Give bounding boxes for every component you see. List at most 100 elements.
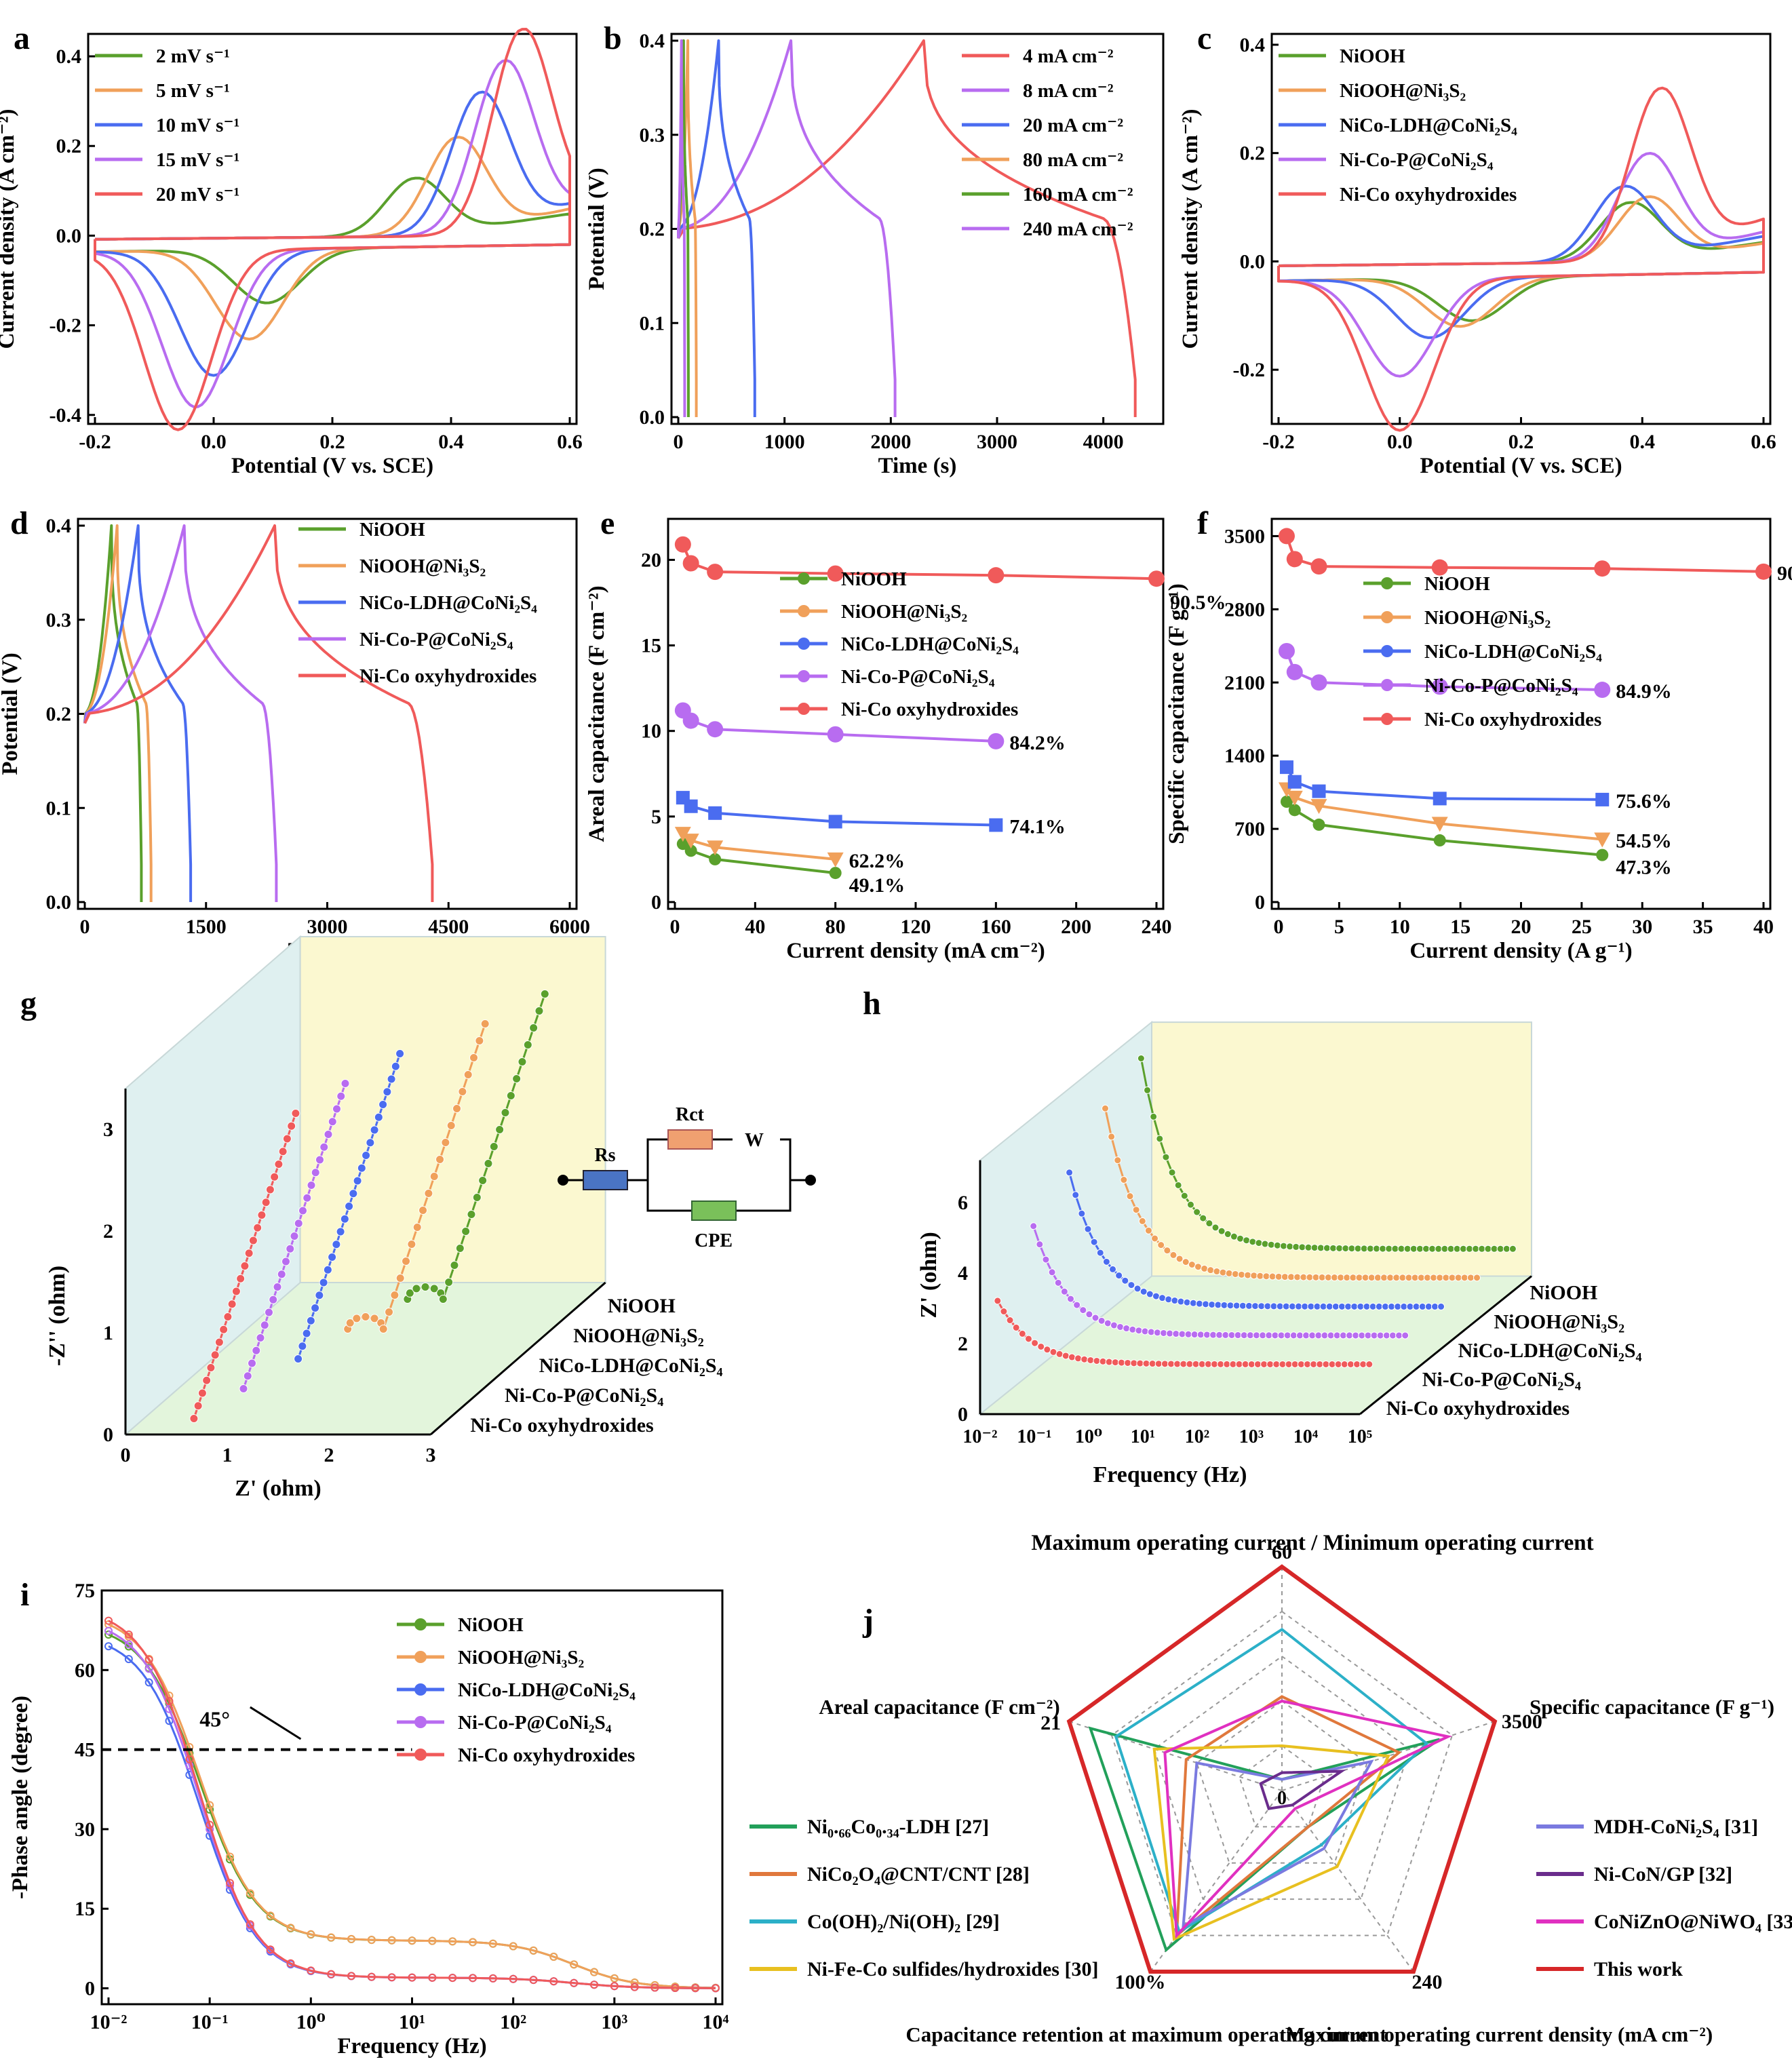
gcd-curve bbox=[83, 524, 278, 902]
data-point bbox=[707, 564, 724, 581]
phase-curve bbox=[108, 1623, 716, 1989]
legend-entry: NiOOH bbox=[841, 568, 907, 590]
x-tick-label: 10² bbox=[1185, 1426, 1209, 1447]
bode-point bbox=[1133, 1285, 1142, 1293]
legend-entry: 160 mA cm⁻² bbox=[1023, 184, 1133, 206]
phase-point bbox=[590, 1968, 598, 1976]
legend-entry: NiOOH@Ni₃S₂ bbox=[1340, 80, 1466, 102]
bode-point bbox=[1406, 1302, 1414, 1310]
gcd-curve bbox=[677, 39, 686, 417]
bode-point bbox=[1132, 1206, 1140, 1214]
nyquist-point bbox=[370, 1314, 379, 1323]
x-tick-label: 6000 bbox=[549, 916, 590, 938]
data-point bbox=[674, 827, 691, 842]
x-tick-label: 10⁻² bbox=[962, 1426, 997, 1447]
nyquist-point bbox=[345, 1202, 354, 1211]
circuit-node bbox=[805, 1175, 816, 1186]
phase-point bbox=[144, 1664, 153, 1673]
y-axis-label: -Z'' (ohm) bbox=[45, 1266, 70, 1366]
bode-point bbox=[1258, 1302, 1266, 1310]
bode-point bbox=[1235, 1360, 1243, 1368]
gcd-curve bbox=[677, 39, 897, 417]
bode-point bbox=[1350, 1302, 1359, 1310]
bode-point bbox=[1080, 1355, 1089, 1363]
bode-point bbox=[1363, 1302, 1371, 1310]
nyquist-point bbox=[231, 1287, 241, 1296]
bode-point bbox=[1264, 1302, 1272, 1310]
bode-point bbox=[1186, 1200, 1194, 1209]
legend-entry: NiCo-LDH@CoNi₂S₄ bbox=[1340, 115, 1517, 136]
x-tick-label: 0.0 bbox=[1387, 431, 1413, 453]
nyquist-point bbox=[395, 1274, 405, 1283]
bode-point bbox=[1286, 1243, 1294, 1251]
nyquist-point bbox=[248, 1236, 258, 1245]
y-tick-label: 0.0 bbox=[46, 891, 72, 914]
y-tick-label: 20 bbox=[641, 549, 661, 571]
x-tick-label: 2000 bbox=[870, 431, 911, 453]
bode-point bbox=[1329, 1244, 1338, 1252]
legend-entry: 8 mA cm⁻² bbox=[1023, 80, 1114, 102]
bode-point bbox=[1117, 1359, 1125, 1367]
bode-point bbox=[1394, 1302, 1402, 1310]
radar-axis-title: Capacitance retention at maximum operati… bbox=[905, 2023, 1387, 2046]
circuit-label-w: W bbox=[745, 1130, 764, 1151]
phase-point bbox=[387, 1973, 396, 1982]
nyquist-point bbox=[383, 1087, 392, 1097]
x-tick-label: 10⁻² bbox=[90, 2011, 128, 2033]
bode-point bbox=[1241, 1360, 1249, 1368]
depth-label: NiOOH bbox=[608, 1295, 676, 1317]
bode-point bbox=[1472, 1245, 1480, 1253]
bode-point bbox=[1239, 1302, 1247, 1310]
nyquist-point bbox=[478, 1176, 488, 1185]
bode-point bbox=[1073, 1301, 1081, 1309]
bode-point bbox=[1265, 1331, 1273, 1340]
panel-letter: c bbox=[1197, 20, 1211, 56]
x-tick-label: 10 bbox=[1390, 916, 1410, 938]
legend-entry: 10 mV s⁻¹ bbox=[156, 115, 239, 136]
bode-point bbox=[1177, 1297, 1185, 1306]
y-tick-label: 0.4 bbox=[640, 30, 665, 52]
bode-point bbox=[1127, 1281, 1135, 1289]
nyquist-point bbox=[395, 1049, 405, 1058]
bode-point bbox=[1293, 1273, 1302, 1281]
phase-point bbox=[124, 1630, 133, 1639]
nyquist-point bbox=[260, 1321, 269, 1330]
legend-entry: 15 mV s⁻¹ bbox=[156, 149, 239, 171]
data-point bbox=[988, 733, 1005, 749]
x-axis-label: Potential (V vs. SCE) bbox=[1420, 454, 1622, 478]
bode-point bbox=[1340, 1360, 1348, 1368]
bode-point bbox=[1121, 1276, 1129, 1285]
legend-entry: Ni₀.₆₆Co₀.₃₄-LDH [27] bbox=[807, 1816, 989, 1838]
bode-point bbox=[1297, 1360, 1305, 1368]
x-tick-label: 200 bbox=[1061, 916, 1091, 938]
radar-axis-title: Specific capacitance (F g⁻¹) bbox=[1530, 1695, 1774, 1719]
bode-point bbox=[1367, 1274, 1376, 1282]
nyquist-point bbox=[412, 1223, 422, 1232]
bode-point bbox=[1300, 1273, 1308, 1281]
x-axis-label: Frequency (Hz) bbox=[337, 2034, 486, 2058]
y-axis-label: Areal capacitance (F cm⁻²) bbox=[585, 585, 609, 842]
bode-point bbox=[1211, 1224, 1220, 1232]
bode-point bbox=[1180, 1360, 1188, 1368]
y-axis-label: Potential (V) bbox=[585, 168, 609, 290]
data-point bbox=[1431, 817, 1448, 832]
x-tick-label: 10⁴ bbox=[703, 2011, 729, 2033]
bode-point bbox=[1372, 1245, 1380, 1253]
bode-point bbox=[1037, 1342, 1045, 1350]
y-tick-label: -0.2 bbox=[1233, 359, 1266, 381]
bode-point bbox=[1323, 1244, 1331, 1252]
bode-point bbox=[1153, 1329, 1161, 1337]
x-tick-label: -0.2 bbox=[79, 431, 111, 453]
y-tick-label: -0.4 bbox=[50, 404, 82, 427]
bode-point bbox=[1318, 1273, 1326, 1281]
nyquist-point bbox=[256, 1333, 265, 1342]
depth-label: NiCo-LDH@CoNi₂S₄ bbox=[539, 1354, 723, 1377]
nyquist-point bbox=[529, 1023, 539, 1032]
depth-label: Ni-Co-P@CoNi₂S₄ bbox=[1422, 1368, 1581, 1390]
legend-entry: NiOOH@Ni₃S₂ bbox=[359, 555, 486, 577]
nyquist-point bbox=[282, 1134, 292, 1144]
panel-axes-f: 0 5 10 15 20 25 30 35 40 0 700 1400 2100 2800 3500 Curr… bbox=[1165, 505, 1774, 963]
bode-point bbox=[1256, 1272, 1264, 1280]
phase-point bbox=[630, 1978, 639, 1987]
cv-curve bbox=[94, 28, 571, 431]
